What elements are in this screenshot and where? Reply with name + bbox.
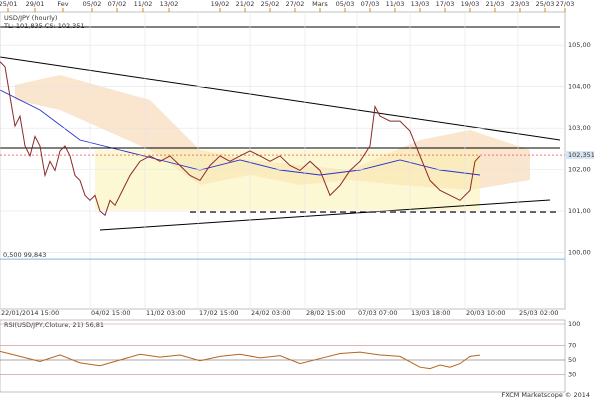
indicator-text: TL: 101,835 CS: 102,351 xyxy=(3,22,85,30)
rsi-title: RSI(USD/JPY,Cloture, 21) 56,81 xyxy=(4,321,104,329)
y-tick-label: 101,00 xyxy=(568,207,591,215)
top-date-label: 05/02 xyxy=(83,0,102,8)
trend-line xyxy=(0,56,561,141)
y-tick-label: 102,00 xyxy=(568,166,591,174)
top-date-label: 27/02 xyxy=(286,0,305,8)
x-tick-label: 28/02 15:00 xyxy=(306,309,346,317)
top-date-label: 25/03 xyxy=(536,0,555,8)
top-date-label: 17/03 xyxy=(436,0,455,8)
top-date-label: 25/01 xyxy=(0,0,17,8)
last-price-label: 102,351 xyxy=(568,151,594,159)
top-date-label: Fev xyxy=(57,0,68,8)
footer: FXCM Marketscope © 2014 xyxy=(501,391,590,399)
top-date-label: 21/03 xyxy=(486,0,505,8)
kijun-line xyxy=(0,89,481,176)
y-tick-label: 100,00 xyxy=(568,249,591,257)
top-date-label: 11/02 xyxy=(134,0,153,8)
x-tick-label: 25/03 02:00 xyxy=(519,309,559,317)
y-tick-label: 105,00 xyxy=(568,41,591,49)
top-date-label: 05/03 xyxy=(336,0,355,8)
x-tick-label: 04/02 15:00 xyxy=(91,309,131,317)
top-date-label: 13/03 xyxy=(411,0,430,8)
x-tick-label: 13/03 18:00 xyxy=(411,309,451,317)
x-tick-label: 20/03 10:00 xyxy=(466,309,506,317)
top-date-label: 07/03 xyxy=(361,0,380,8)
last-price-box xyxy=(565,151,594,160)
range-box xyxy=(95,150,480,210)
top-date-label: 13/02 xyxy=(160,0,179,8)
trend-line xyxy=(99,199,551,231)
top-date-label: 27/03 xyxy=(556,0,575,8)
top-date-label: 29/01 xyxy=(26,0,45,8)
y-tick-label: 104,00 xyxy=(568,83,591,91)
rsi-tick-label: 30 xyxy=(568,370,576,378)
price-line xyxy=(0,61,481,217)
x-tick-label: 24/02 03:00 xyxy=(251,309,291,317)
rsi-tick-label: 70 xyxy=(568,342,576,350)
top-date-label: 19/03 xyxy=(461,0,480,8)
rsi-tick-label: 100 xyxy=(568,320,580,328)
top-date-label: 11/03 xyxy=(386,0,405,8)
top-date-label: 07/02 xyxy=(108,0,127,8)
header: USD/JPY (hourly) xyxy=(4,14,57,22)
top-date-label: Mars xyxy=(312,0,328,8)
top-date-label: 19/02 xyxy=(211,0,230,8)
rsi-panel xyxy=(0,319,566,393)
top-date-label: 23/03 xyxy=(511,0,530,8)
x-tick-label: 22/01/2014 15:00 xyxy=(1,309,59,317)
x-tick-label: 11/02 03:00 xyxy=(146,309,186,317)
top-date-label: 21/02 xyxy=(236,0,255,8)
y-tick-label: 103,00 xyxy=(568,124,591,132)
rsi-line xyxy=(0,350,481,370)
x-tick-label: 07/03 07:00 xyxy=(358,309,398,317)
top-date-label: 25/02 xyxy=(261,0,280,8)
x-tick-label: 17/02 15:00 xyxy=(199,309,239,317)
main-panel xyxy=(0,11,566,310)
level-label: 0,500 99,843 xyxy=(3,251,46,259)
rsi-tick-label: 50 xyxy=(568,356,576,364)
